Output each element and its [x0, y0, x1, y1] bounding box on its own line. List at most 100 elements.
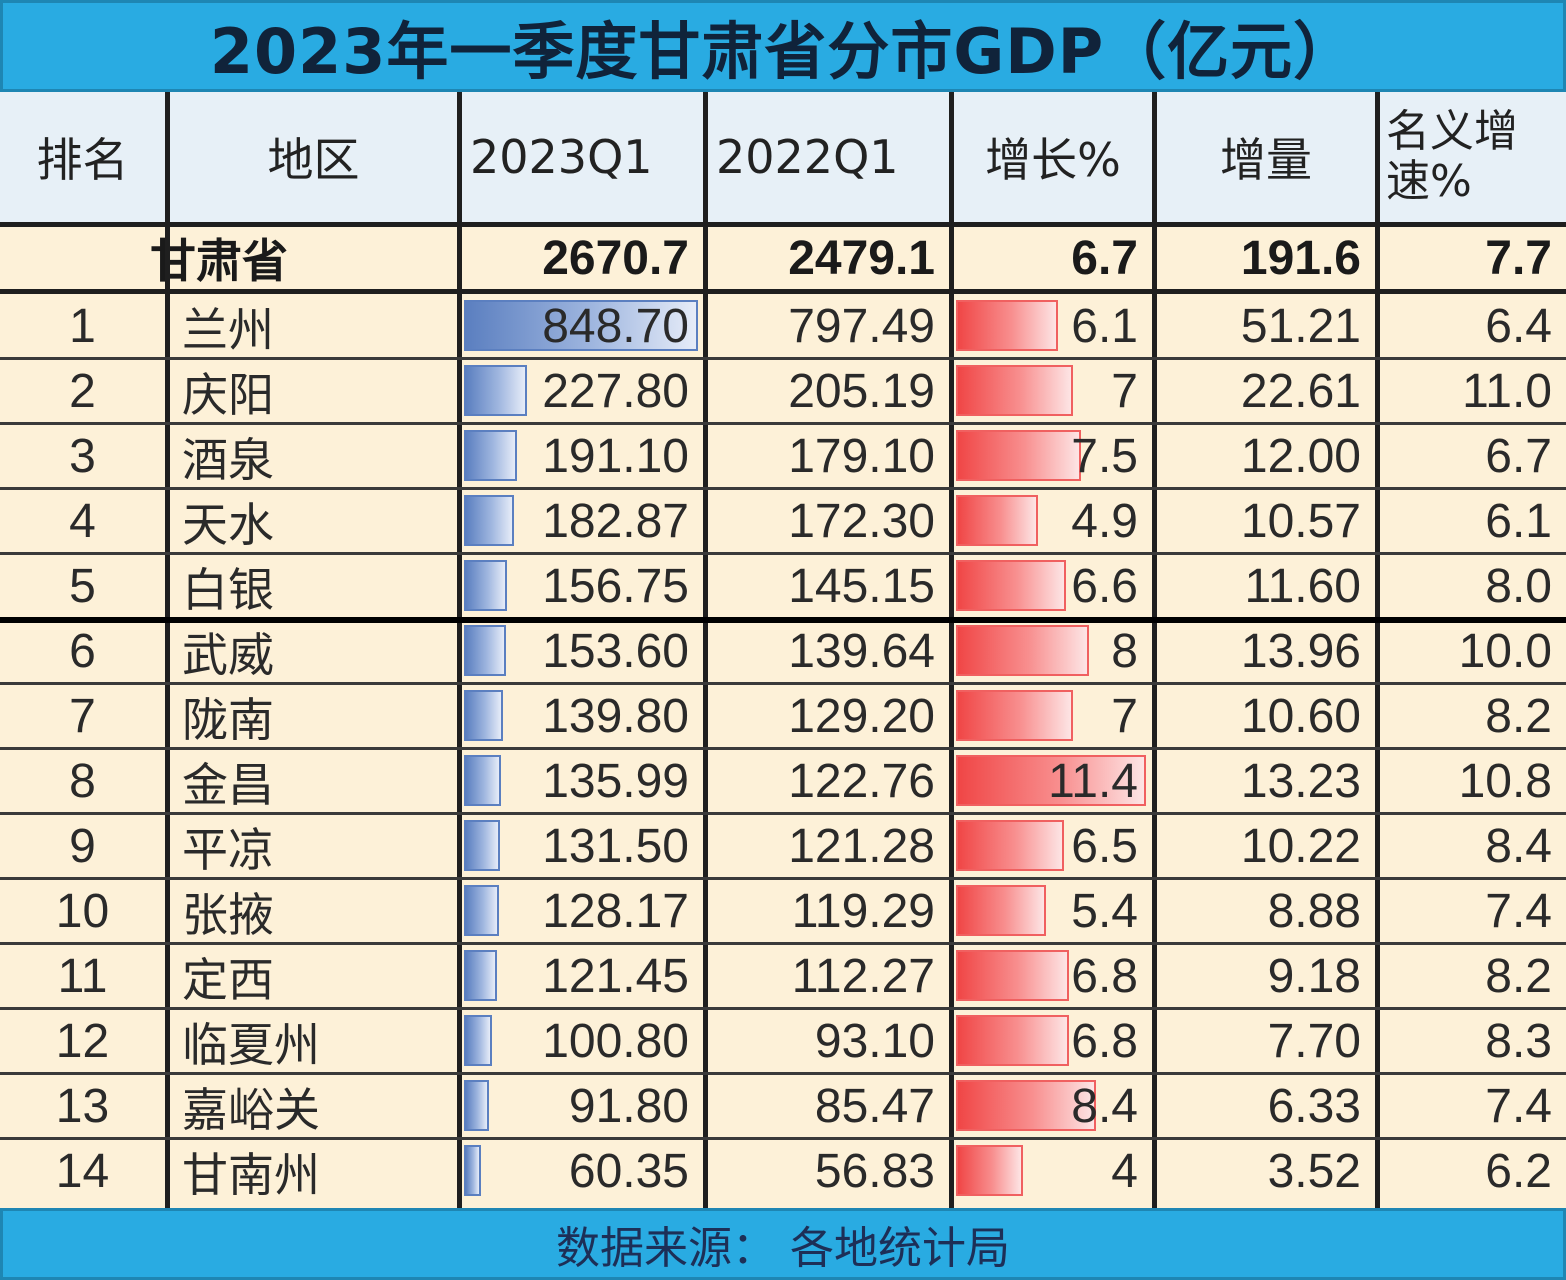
- growth-databar: [956, 820, 1065, 871]
- increase-cell: 11.60: [1244, 560, 1361, 613]
- gdp-databar: [464, 300, 698, 351]
- gdp-databar: [464, 690, 503, 741]
- growth-databar: [956, 560, 1066, 611]
- q1_2022-cell: 93.10: [814, 1015, 935, 1068]
- growth-cell: 4.9: [1071, 495, 1138, 548]
- rank-cell: 5: [69, 560, 96, 613]
- growth-databar: [956, 950, 1070, 1001]
- row-divider: [0, 617, 1566, 623]
- header-2022q1: 2022Q1: [708, 92, 949, 222]
- growth-cell: 11.4: [1048, 755, 1138, 808]
- q1_2022-cell: 112.27: [791, 950, 935, 1003]
- gdp-databar: [464, 950, 498, 1001]
- growth-databar: [956, 755, 1146, 806]
- region-cell: 嘉峪关: [182, 1082, 320, 1137]
- gdp-databar: [464, 1145, 481, 1196]
- q1_2022-cell: 56.83: [814, 1145, 935, 1198]
- column-divider: [457, 92, 462, 1208]
- increase-cell: 10.22: [1240, 820, 1361, 873]
- q1_2022-cell: 121.28: [788, 820, 935, 873]
- province-growth: 6.7: [1071, 231, 1138, 285]
- increase-cell: 12.00: [1240, 430, 1361, 483]
- region-cell: 兰州: [182, 302, 274, 357]
- growth-databar: [956, 495, 1038, 546]
- q1_2022-cell: 119.29: [791, 885, 935, 938]
- q1_2022-cell: 179.10: [788, 430, 935, 483]
- growth-cell: 6.1: [1071, 300, 1138, 353]
- nominal-cell: 8.3: [1485, 1015, 1552, 1068]
- row-divider: [0, 682, 1566, 685]
- source-footer: 数据来源： 各地统计局: [0, 1208, 1566, 1280]
- data-table: 排名 地区 2023Q1 2022Q1 增长% 增量 名义增速% 甘肃省 2670.7 2479.…: [0, 92, 1566, 1208]
- rank-cell: 2: [69, 365, 96, 418]
- nominal-cell: 6.1: [1485, 495, 1552, 548]
- q1_2023-cell: 848.70: [542, 300, 689, 353]
- q1_2022-cell: 122.76: [788, 755, 935, 808]
- rank-cell: 3: [69, 430, 96, 483]
- nominal-cell: 6.2: [1485, 1145, 1552, 1198]
- rank-cell: 7: [69, 690, 96, 743]
- gdp-databar: [464, 1015, 492, 1066]
- q1_2023-cell: 227.80: [542, 365, 689, 418]
- rank-cell: 12: [55, 1015, 110, 1068]
- region-cell: 庆阳: [182, 367, 274, 422]
- header-increase: 增量: [1157, 92, 1375, 222]
- growth-databar: [956, 1015, 1070, 1066]
- gdp-databar: [464, 755, 502, 806]
- header-nominal: 名义增速%: [1380, 92, 1566, 222]
- increase-cell: 8.88: [1267, 885, 1361, 938]
- growth-databar: [956, 625, 1090, 676]
- region-cell: 天水: [182, 497, 274, 552]
- increase-cell: 10.60: [1240, 690, 1361, 743]
- gdp-databar: [464, 365, 527, 416]
- q1_2023-cell: 182.87: [542, 495, 689, 548]
- q1_2023-cell: 60.35: [568, 1145, 689, 1198]
- rank-cell: 10: [55, 885, 110, 938]
- q1_2022-cell: 85.47: [814, 1080, 935, 1133]
- growth-databar: [956, 300, 1058, 351]
- q1_2023-cell: 156.75: [542, 560, 689, 613]
- increase-cell: 22.61: [1240, 365, 1361, 418]
- increase-cell: 9.18: [1267, 950, 1361, 1003]
- rank-cell: 6: [69, 625, 96, 678]
- nominal-cell: 8.2: [1485, 950, 1552, 1003]
- gdp-databar: [464, 885, 500, 936]
- column-divider: [1152, 92, 1157, 1208]
- nominal-cell: 7.4: [1485, 1080, 1552, 1133]
- q1_2023-cell: 153.60: [542, 625, 689, 678]
- rank-cell: 1: [69, 300, 96, 353]
- nominal-cell: 6.4: [1485, 300, 1552, 353]
- growth-databar: [956, 365, 1073, 416]
- row-divider: [0, 812, 1566, 815]
- header-growth: 增长%: [954, 92, 1152, 222]
- nominal-cell: 6.7: [1485, 430, 1552, 483]
- row-divider: [0, 289, 1566, 294]
- row-divider: [0, 222, 1566, 227]
- q1_2023-cell: 135.99: [542, 755, 689, 808]
- rank-cell: 9: [69, 820, 96, 873]
- row-divider: [0, 1072, 1566, 1075]
- column-divider: [165, 92, 170, 1208]
- increase-cell: 13.23: [1240, 755, 1361, 808]
- row-divider: [0, 1137, 1566, 1140]
- nominal-cell: 7.4: [1485, 885, 1552, 938]
- nominal-cell: 8.2: [1485, 690, 1552, 743]
- gdp-databar: [464, 625, 507, 676]
- increase-cell: 7.70: [1267, 1015, 1361, 1068]
- growth-cell: 7: [1111, 690, 1138, 743]
- province-q1_2022: 2479.1: [788, 231, 935, 285]
- header-2023q1: 2023Q1: [462, 92, 703, 222]
- growth-cell: 7.5: [1071, 430, 1138, 483]
- rank-cell: 8: [69, 755, 96, 808]
- gdp-databar: [464, 495, 515, 546]
- column-divider: [1375, 92, 1380, 1208]
- rank-cell: 4: [69, 495, 96, 548]
- header-rank: 排名: [0, 92, 165, 222]
- q1_2022-cell: 205.19: [788, 365, 935, 418]
- q1_2023-cell: 191.10: [542, 430, 689, 483]
- province-name: 甘肃省: [150, 234, 288, 288]
- growth-cell: 8: [1111, 625, 1138, 678]
- gdp-databar: [464, 820, 501, 871]
- nominal-cell: 10.8: [1458, 755, 1552, 808]
